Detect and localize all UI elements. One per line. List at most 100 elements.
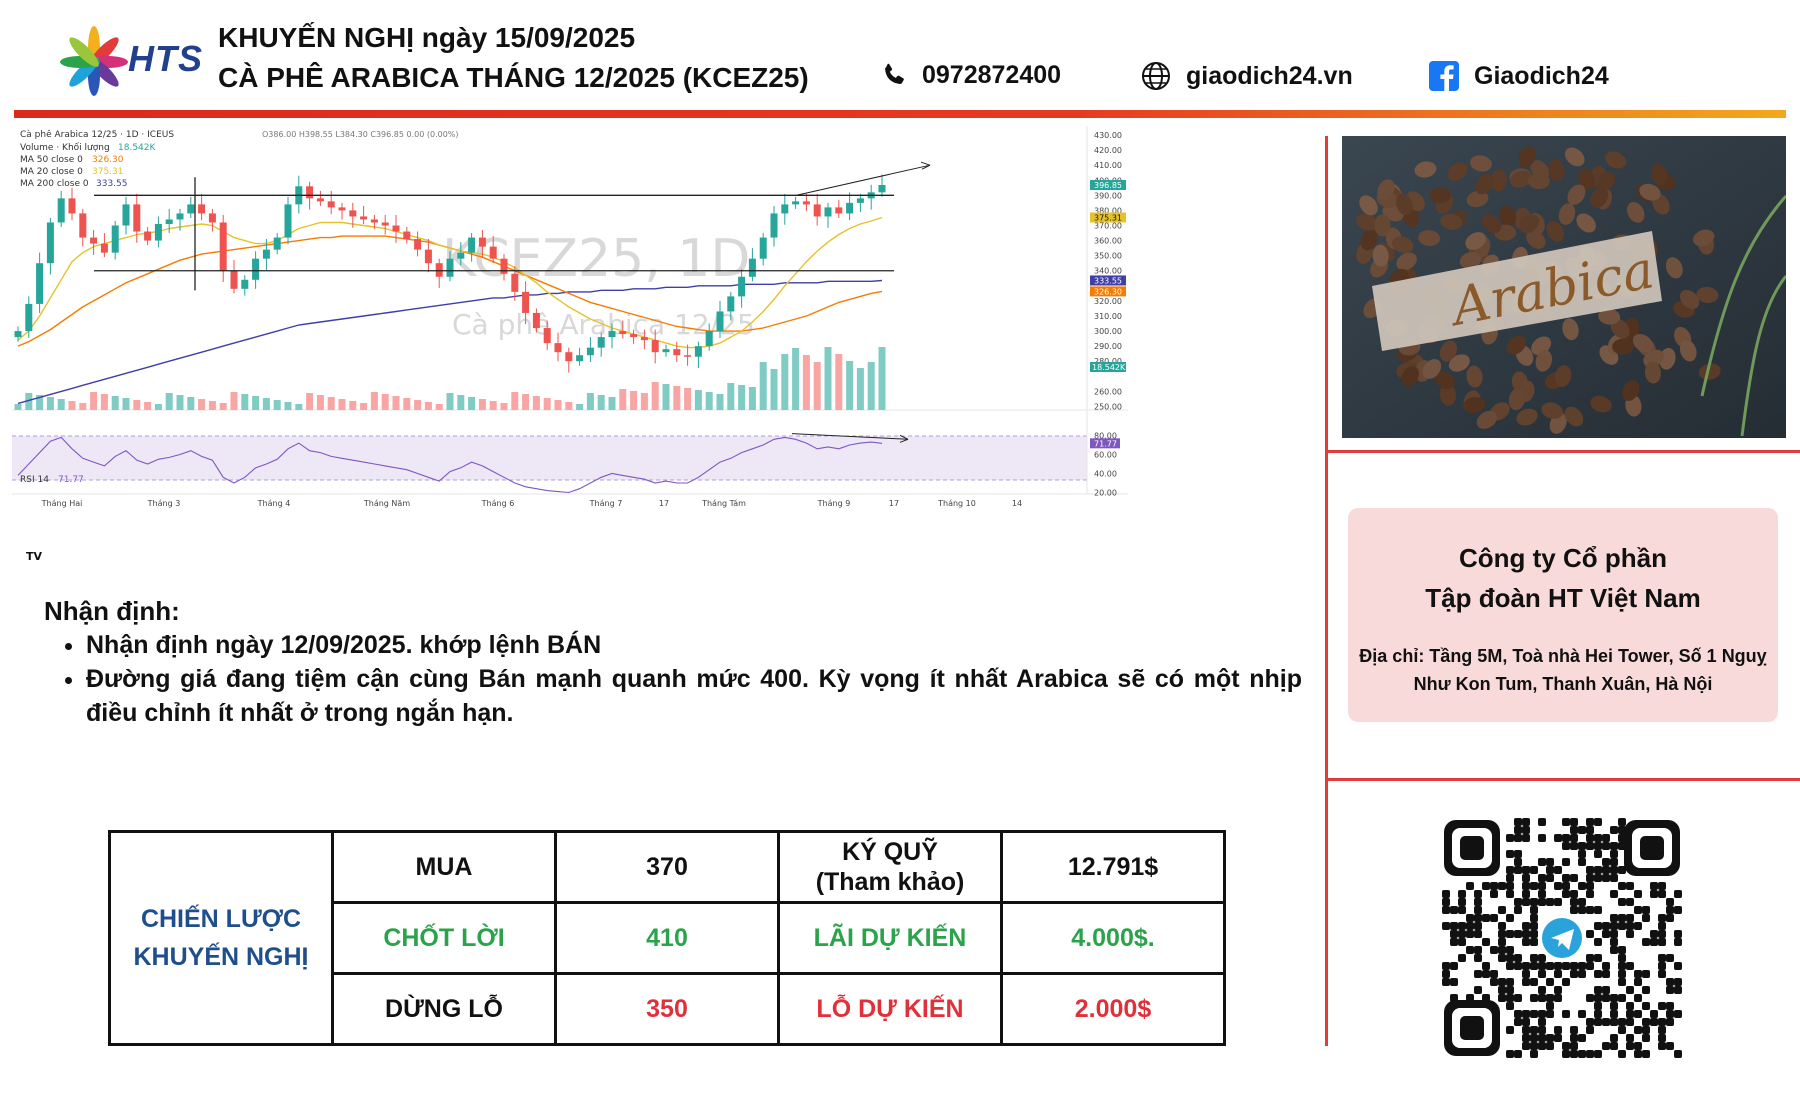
price-tick-label: 250.00: [1094, 402, 1122, 411]
time-tick-label: Tháng 4: [257, 499, 291, 508]
coffee-bean: [1377, 179, 1395, 201]
volume-bar: [630, 391, 638, 410]
coffee-bean: [1651, 163, 1668, 186]
candle-body: [478, 237, 486, 247]
volume-bar: [770, 369, 778, 410]
website-contact[interactable]: giaodich24.vn: [1140, 60, 1353, 92]
volume-bar: [576, 404, 584, 410]
coffee-bean: [1696, 286, 1719, 303]
price-chart: KCEZ25, 1D Cà phê Arabica 12/25 250.00 26…: [12, 126, 1302, 586]
coffee-bean: [1626, 201, 1645, 223]
qr-module: [1634, 994, 1642, 1002]
strategy-table: CHIẾN LƯỢC KHUYẾN NGHỊ MUA 370 KÝ QUỸ (T…: [108, 830, 1226, 1046]
coffee-bean: [1429, 187, 1452, 204]
qr-module: [1610, 890, 1618, 898]
time-tick-label: 17: [889, 499, 899, 508]
qr-module: [1570, 906, 1578, 914]
qr-module: [1546, 874, 1554, 882]
qr-module: [1674, 938, 1682, 946]
facebook-link[interactable]: Giaodich24: [1474, 61, 1609, 90]
qr-module: [1474, 898, 1482, 906]
candle-body: [597, 337, 605, 348]
volume-bar: [219, 403, 227, 410]
qr-code[interactable]: [1442, 818, 1682, 1058]
qr-module: [1658, 970, 1666, 978]
qr-module: [1522, 834, 1530, 842]
qr-module: [1442, 898, 1450, 906]
qr-module: [1618, 1026, 1626, 1034]
facebook-contact[interactable]: Giaodich24: [1428, 60, 1609, 92]
strategy-label: CHIẾN LƯỢC KHUYẾN NGHỊ: [108, 830, 334, 1046]
candle-body: [79, 213, 87, 238]
company-name-line2: Tập đoàn HT Việt Nam: [1425, 583, 1701, 613]
qr-module: [1450, 938, 1458, 946]
coffee-bean: [1518, 146, 1536, 168]
qr-module: [1442, 906, 1450, 914]
candle-body: [781, 204, 789, 214]
phone-contact[interactable]: 0972872400: [880, 60, 1061, 90]
time-tick-label: Tháng 10: [937, 499, 976, 508]
coffee-bean: [1372, 244, 1389, 267]
qr-module: [1458, 922, 1466, 930]
time-tick-label: Tháng 9: [817, 499, 851, 508]
qr-module: [1610, 842, 1618, 850]
qr-module: [1658, 914, 1666, 922]
coffee-bean: [1526, 229, 1546, 249]
qr-module: [1466, 930, 1474, 938]
qr-module: [1450, 930, 1458, 938]
volume-bar: [586, 393, 594, 410]
coffee-bean: [1519, 214, 1540, 234]
volume-bar: [122, 398, 130, 410]
qr-module: [1594, 1018, 1602, 1026]
coffee-bean: [1401, 366, 1419, 387]
candle-body: [273, 237, 281, 250]
analysis-bullet: Đường giá đang tiệm cận cùng Bán mạnh qu…: [86, 662, 1302, 730]
qr-module: [1538, 1042, 1546, 1050]
section-divider: [1325, 778, 1800, 781]
qr-module: [1482, 938, 1490, 946]
coffee-bean: [1567, 184, 1586, 205]
ma200-line: [17, 279, 883, 405]
action-cell: MUA: [331, 830, 557, 904]
qr-module: [1610, 858, 1618, 866]
candle-body: [565, 352, 573, 362]
qr-module: [1586, 882, 1594, 890]
analysis-bullet: Nhận định ngày 12/09/2025. khớp lệnh BÁN: [86, 628, 1302, 662]
qr-code-image[interactable]: [1442, 818, 1682, 1058]
qr-module: [1522, 1042, 1530, 1050]
qr-module: [1642, 1050, 1650, 1058]
candle-body: [381, 222, 389, 226]
qr-module: [1538, 986, 1546, 994]
qr-module: [1658, 954, 1666, 962]
qr-module: [1650, 1010, 1658, 1018]
qr-module: [1666, 1018, 1674, 1026]
qr-finder-bottom-left: [1444, 1000, 1500, 1056]
time-tick-label: Tháng 6: [481, 499, 515, 508]
qr-module: [1610, 994, 1618, 1002]
qr-module: [1506, 946, 1514, 954]
price-cell: 350: [554, 972, 780, 1046]
qr-module: [1530, 938, 1538, 946]
qr-module: [1522, 938, 1530, 946]
coffee-bean: [1590, 187, 1609, 208]
qr-module: [1570, 962, 1578, 970]
candle-body: [154, 223, 162, 241]
candle-body: [748, 258, 756, 277]
qr-module: [1490, 970, 1498, 978]
qr-module: [1554, 898, 1562, 906]
candle-body: [500, 258, 508, 274]
coffee-bean: [1546, 220, 1565, 242]
qr-module: [1570, 842, 1578, 850]
qr-module: [1658, 1034, 1666, 1042]
phone-number[interactable]: 0972872400: [922, 60, 1062, 89]
qr-module: [1490, 978, 1498, 986]
qr-module: [1642, 1034, 1650, 1042]
candle-body: [435, 263, 443, 277]
qr-module: [1506, 962, 1514, 970]
qr-module: [1594, 818, 1602, 826]
qr-module: [1474, 970, 1482, 978]
website-link[interactable]: giaodich24.vn: [1186, 61, 1353, 90]
qr-module: [1554, 970, 1562, 978]
qr-module: [1578, 842, 1586, 850]
globe-icon: [1142, 62, 1170, 90]
